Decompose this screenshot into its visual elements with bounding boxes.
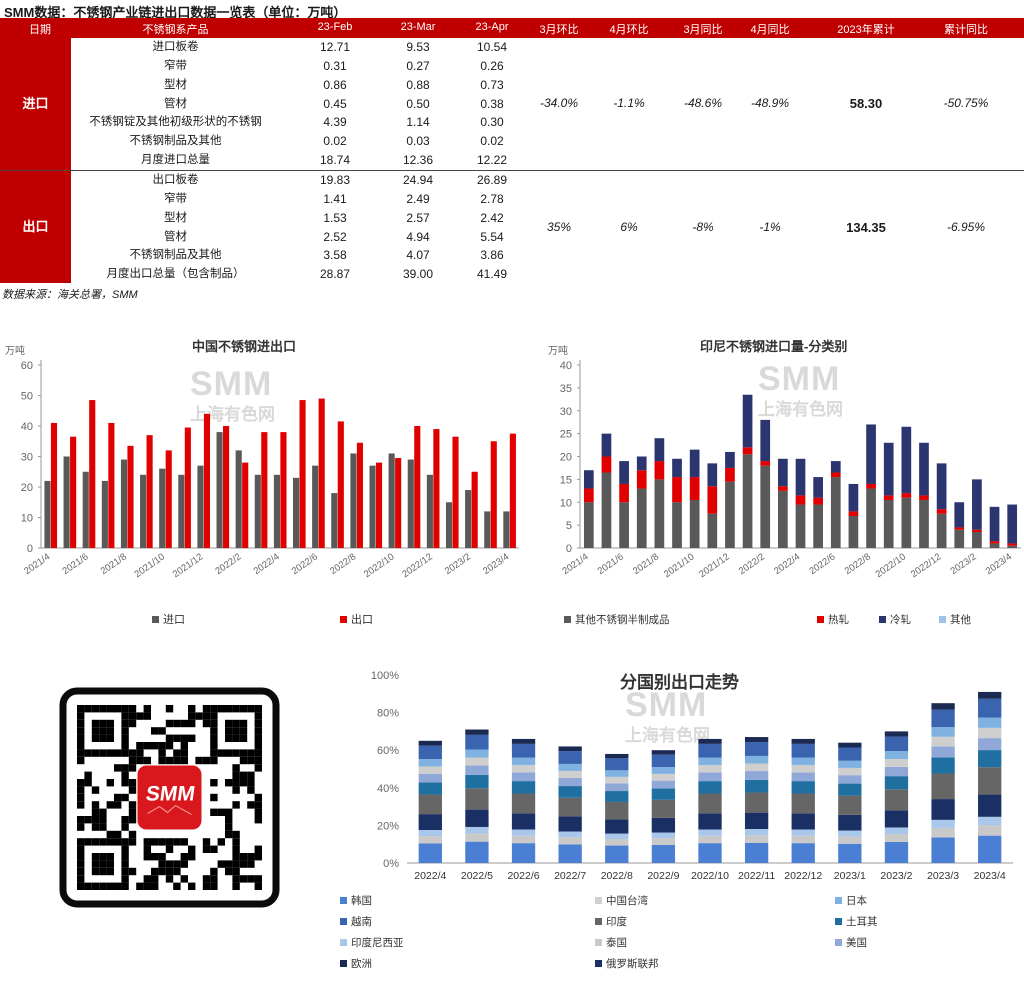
- svg-text:2022/2: 2022/2: [737, 551, 767, 577]
- svg-text:2022/12: 2022/12: [400, 551, 434, 580]
- svg-text:2022/6: 2022/6: [807, 551, 837, 577]
- svg-text:2023/3: 2023/3: [927, 870, 959, 882]
- svg-text:2023/4: 2023/4: [974, 870, 1006, 882]
- svg-text:美国: 美国: [846, 936, 867, 949]
- svg-text:20: 20: [21, 482, 33, 494]
- svg-text:30: 30: [560, 406, 572, 418]
- svg-text:2022/7: 2022/7: [554, 870, 586, 882]
- svg-text:2023/2: 2023/2: [880, 870, 912, 882]
- svg-text:热轧: 热轧: [828, 613, 849, 626]
- svg-text:越南: 越南: [351, 915, 372, 928]
- svg-text:25: 25: [560, 429, 572, 441]
- svg-text:2021/4: 2021/4: [22, 551, 52, 577]
- svg-text:2021/10: 2021/10: [662, 551, 696, 580]
- svg-text:2023/1: 2023/1: [834, 870, 866, 882]
- svg-text:SMM: SMM: [144, 783, 196, 806]
- svg-text:2021/8: 2021/8: [99, 551, 129, 577]
- svg-text:10: 10: [21, 513, 33, 525]
- svg-text:2021/8: 2021/8: [631, 551, 661, 577]
- svg-text:2023/2: 2023/2: [949, 551, 979, 577]
- svg-text:2022/6: 2022/6: [290, 551, 320, 577]
- svg-text:30: 30: [21, 452, 33, 464]
- svg-text:60: 60: [21, 360, 33, 372]
- svg-text:2022/11: 2022/11: [738, 870, 775, 882]
- svg-text:50: 50: [21, 391, 33, 403]
- svg-text:2022/5: 2022/5: [461, 870, 493, 882]
- svg-text:2021/6: 2021/6: [60, 551, 90, 577]
- svg-text:0: 0: [566, 543, 572, 555]
- svg-text:其他: 其他: [950, 613, 971, 626]
- svg-text:100%: 100%: [371, 670, 399, 682]
- svg-text:2023/4: 2023/4: [984, 551, 1014, 577]
- svg-text:60%: 60%: [377, 745, 399, 757]
- svg-text:印度尼西亚: 印度尼西亚: [351, 936, 404, 949]
- svg-text:10: 10: [560, 497, 572, 509]
- svg-text:20%: 20%: [377, 820, 399, 832]
- svg-text:40%: 40%: [377, 783, 399, 795]
- svg-text:2022/8: 2022/8: [601, 870, 633, 882]
- svg-text:2022/10: 2022/10: [874, 551, 908, 580]
- svg-text:2022/8: 2022/8: [843, 551, 873, 577]
- svg-text:2021/6: 2021/6: [596, 551, 626, 577]
- svg-text:土耳其: 土耳其: [846, 915, 878, 928]
- svg-text:2022/12: 2022/12: [909, 551, 943, 580]
- svg-text:40: 40: [560, 360, 572, 372]
- svg-text:2022/4: 2022/4: [772, 551, 802, 577]
- svg-text:欧洲: 欧洲: [351, 958, 372, 970]
- svg-text:2021/4: 2021/4: [560, 551, 590, 577]
- svg-text:进口: 进口: [163, 613, 185, 626]
- svg-text:俄罗斯联邦: 俄罗斯联邦: [606, 957, 659, 970]
- svg-text:80%: 80%: [377, 708, 399, 720]
- svg-text:2021/12: 2021/12: [171, 551, 205, 580]
- svg-text:0%: 0%: [383, 858, 399, 870]
- svg-text:2022/4: 2022/4: [252, 551, 282, 577]
- svg-text:2021/12: 2021/12: [697, 551, 731, 580]
- svg-text:韩国: 韩国: [351, 894, 372, 907]
- svg-text:2021/10: 2021/10: [133, 551, 167, 580]
- svg-text:2022/6: 2022/6: [507, 870, 539, 882]
- svg-text:出口: 出口: [351, 612, 373, 626]
- svg-text:2023/2: 2023/2: [443, 551, 473, 577]
- svg-text:35: 35: [560, 383, 572, 395]
- svg-text:0: 0: [27, 543, 33, 555]
- svg-text:2023/4: 2023/4: [481, 551, 511, 577]
- svg-text:泰国: 泰国: [606, 936, 627, 949]
- svg-text:2022/8: 2022/8: [328, 551, 358, 577]
- svg-text:2022/10: 2022/10: [691, 870, 729, 882]
- svg-text:20: 20: [560, 452, 572, 464]
- svg-text:冷轧: 冷轧: [890, 613, 911, 626]
- svg-text:日本: 日本: [846, 894, 867, 907]
- svg-text:2022/10: 2022/10: [362, 551, 396, 580]
- svg-text:15: 15: [560, 474, 572, 486]
- svg-text:中国台湾: 中国台湾: [606, 894, 648, 907]
- svg-text:2022/12: 2022/12: [784, 870, 822, 882]
- svg-text:40: 40: [21, 421, 33, 433]
- svg-text:印度: 印度: [606, 915, 627, 928]
- svg-text:2022/2: 2022/2: [213, 551, 243, 577]
- svg-text:2022/9: 2022/9: [647, 870, 679, 882]
- svg-text:其他不锈钢半制成品: 其他不锈钢半制成品: [575, 613, 670, 626]
- svg-text:2022/4: 2022/4: [414, 870, 446, 882]
- svg-text:5: 5: [566, 520, 572, 532]
